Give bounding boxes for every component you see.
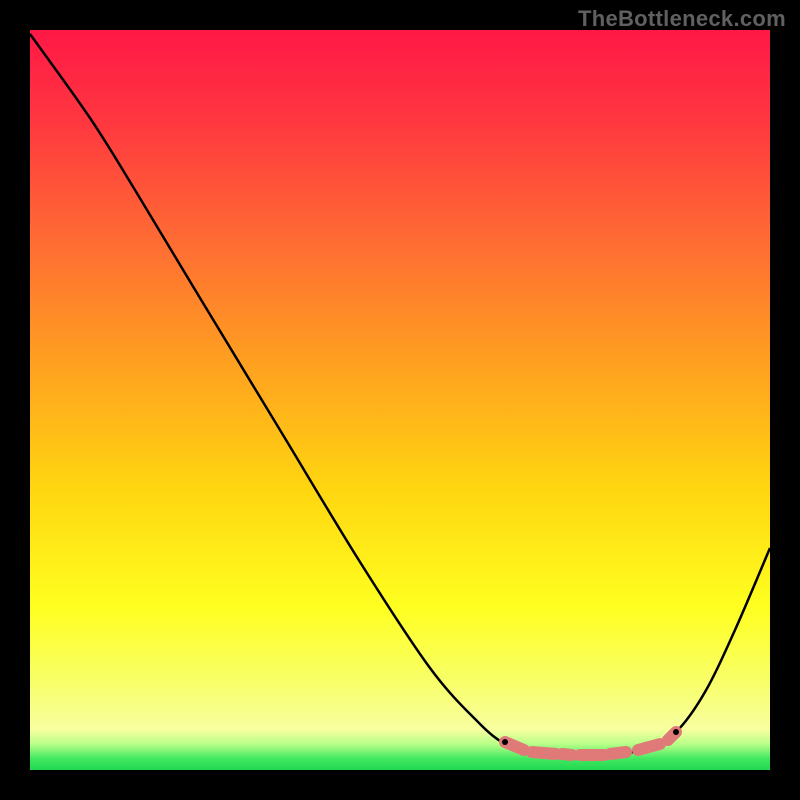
bottleneck-chart bbox=[0, 0, 800, 800]
marker-segment bbox=[532, 752, 556, 754]
marker-segment bbox=[562, 754, 572, 755]
marker-segment bbox=[505, 742, 524, 750]
marker-endpoint-dot bbox=[502, 739, 508, 745]
marker-endpoint-dot bbox=[673, 729, 679, 735]
chart-container: TheBottleneck.com bbox=[0, 0, 800, 800]
marker-segment bbox=[638, 744, 660, 750]
gradient-panel bbox=[30, 30, 770, 770]
watermark-text: TheBottleneck.com bbox=[578, 6, 786, 32]
marker-segment bbox=[610, 752, 626, 754]
